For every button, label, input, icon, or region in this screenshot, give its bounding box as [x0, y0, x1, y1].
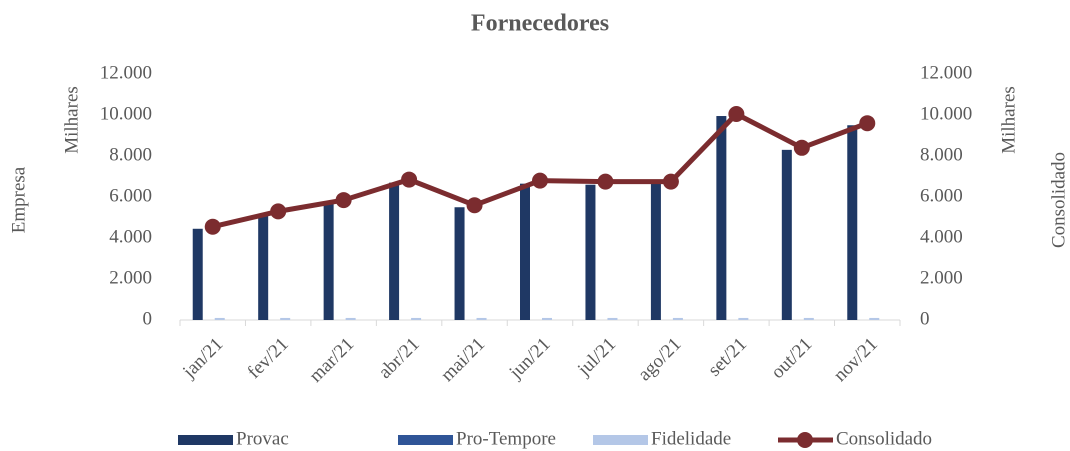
bar — [323, 201, 334, 320]
y2-axis-label: Consolidado — [1048, 152, 1069, 248]
bar — [847, 125, 858, 320]
x-tick-label: nov/21 — [830, 334, 882, 386]
line-marker — [662, 173, 679, 190]
x-tick-label: out/21 — [767, 334, 816, 383]
line-marker — [204, 218, 221, 235]
line-marker — [335, 192, 352, 209]
bar — [803, 317, 814, 320]
bar — [258, 214, 269, 320]
legend-swatch — [398, 435, 453, 445]
y2-unit-label: Milhares — [998, 86, 1019, 154]
y-tick-label: 6.000 — [109, 185, 152, 206]
line-marker — [728, 105, 745, 122]
y-tick-label: 0 — [143, 308, 153, 329]
bar — [585, 184, 596, 320]
x-tick-label: mai/21 — [437, 334, 489, 386]
bar — [345, 317, 356, 320]
bar — [214, 317, 225, 320]
y-axis-label: Empresa — [8, 166, 29, 233]
legend-swatch — [178, 435, 233, 445]
legend-label: Provac — [236, 428, 289, 449]
y2-tick-label: 10.000 — [920, 103, 972, 124]
legend-label: Pro-Tempore — [456, 428, 556, 449]
y-tick-label: 10.000 — [100, 103, 152, 124]
y-tick-label: 12.000 — [100, 62, 152, 83]
y-tick-label: 4.000 — [109, 226, 152, 247]
y2-tick-label: 6.000 — [920, 185, 963, 206]
legend-swatch — [593, 435, 648, 445]
legend-swatch — [797, 432, 813, 448]
x-tick-label: jul/21 — [573, 334, 620, 381]
bar — [672, 317, 683, 320]
x-tick-label: mar/21 — [305, 334, 358, 387]
y-tick-label: 2.000 — [109, 267, 152, 288]
y2-tick-label: 12.000 — [920, 62, 972, 83]
bar — [716, 116, 727, 321]
bar — [607, 317, 618, 320]
line-marker — [859, 115, 876, 132]
bar — [542, 317, 552, 320]
y2-tick-label: 0 — [920, 308, 930, 329]
y-tick-label: 8.000 — [109, 144, 152, 165]
y2-tick-label: 8.000 — [920, 144, 963, 165]
legend-label: Consolidado — [836, 428, 932, 449]
bar — [280, 317, 291, 320]
bar — [454, 207, 465, 320]
bar — [650, 182, 661, 320]
line-marker — [270, 203, 287, 220]
x-tick-label: ago/21 — [634, 334, 685, 385]
y2-tick-label: 4.000 — [920, 226, 963, 247]
x-tick-label: jan/21 — [178, 334, 227, 383]
bar — [520, 183, 530, 320]
bar — [781, 149, 792, 320]
x-tick-label: abr/21 — [375, 334, 424, 383]
line-marker — [793, 139, 810, 156]
line-marker — [532, 172, 548, 189]
y-unit-label: Milhares — [61, 86, 82, 154]
chart-title: Fornecedores — [471, 11, 609, 37]
line — [212, 110, 869, 230]
x-tick-label: jun/21 — [505, 334, 555, 384]
bar — [476, 317, 487, 320]
bar — [869, 317, 880, 320]
bar — [411, 317, 422, 320]
line-marker — [401, 171, 418, 188]
x-tick-label: set/21 — [704, 334, 751, 381]
bar — [192, 228, 203, 320]
x-tick-label: fev/21 — [244, 334, 293, 383]
y2-tick-label: 2.000 — [920, 267, 963, 288]
legend-label: Fidelidade — [651, 428, 731, 449]
line-marker — [466, 197, 483, 214]
bar — [738, 317, 749, 320]
bar — [389, 182, 400, 320]
line-marker — [597, 173, 614, 190]
